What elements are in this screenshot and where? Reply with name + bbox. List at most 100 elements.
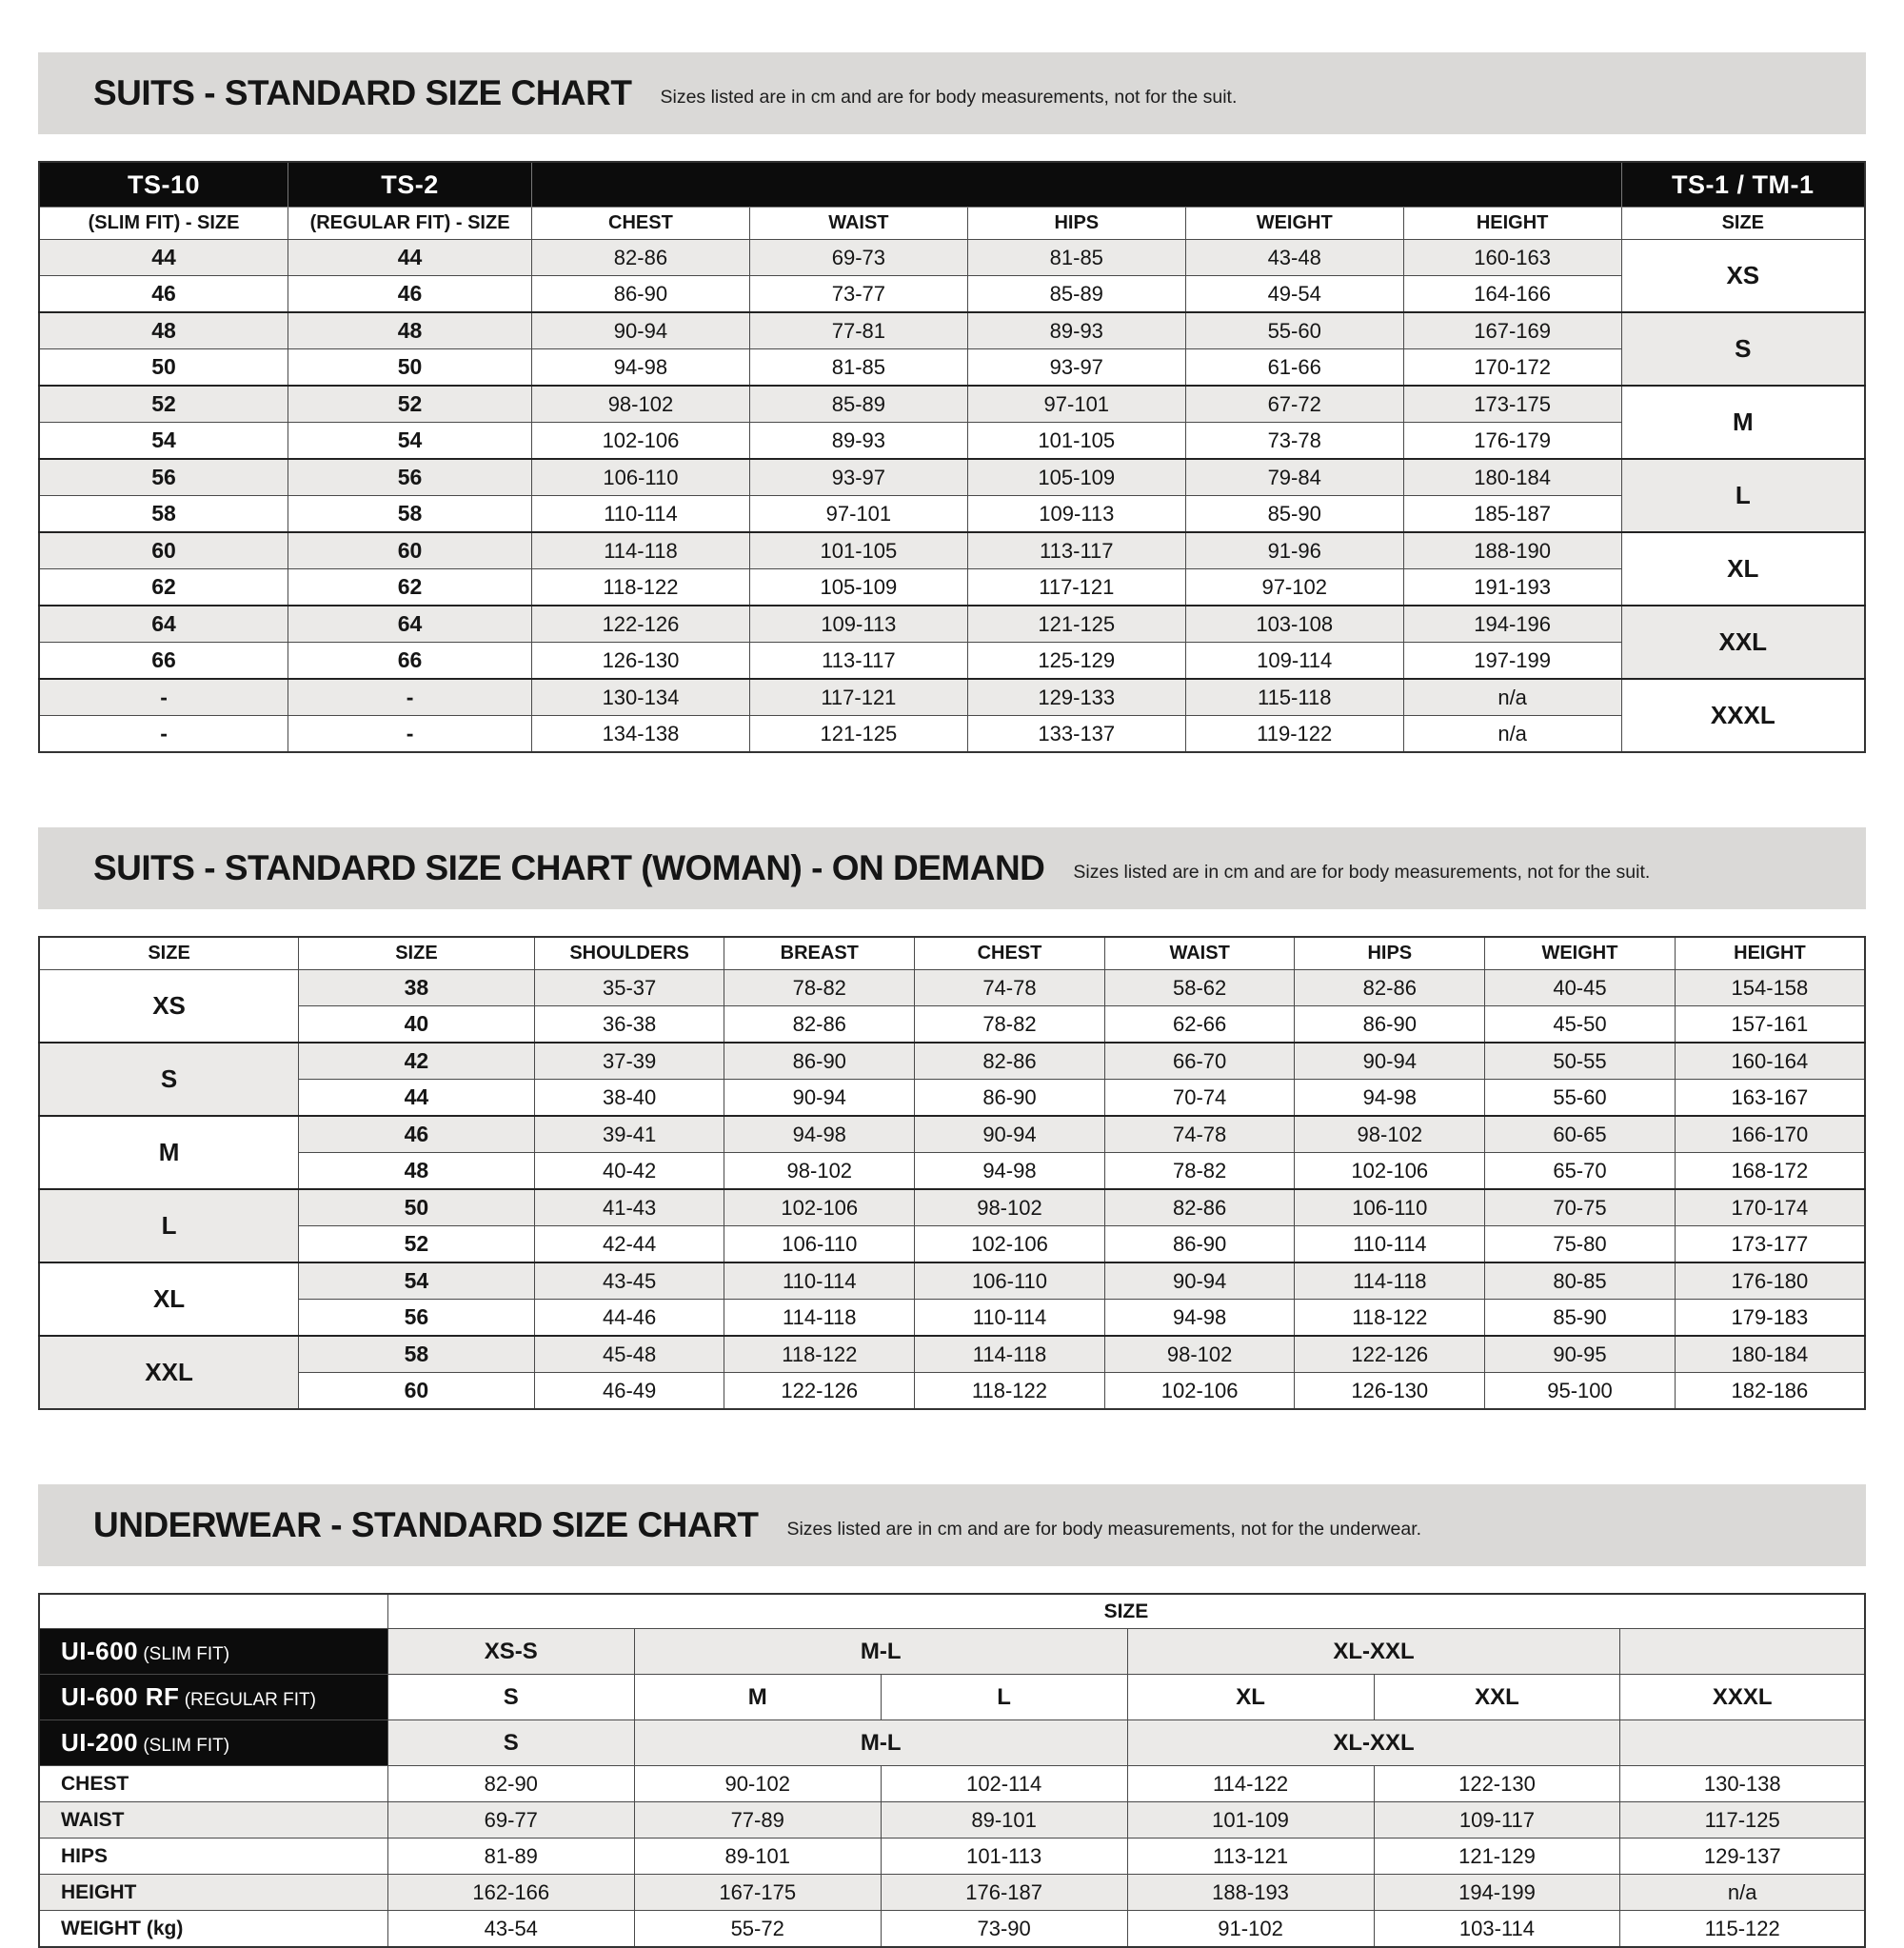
value-cell: 98-102: [914, 1188, 1105, 1226]
value-cell: 86-90: [1294, 1005, 1486, 1044]
product-size-cell: M-L: [633, 1719, 1128, 1766]
value-cell: 89-93: [748, 422, 968, 460]
value-cell: 130-138: [1619, 1765, 1866, 1802]
value-cell: 50-55: [1484, 1042, 1676, 1080]
column-header: (SLIM FIT) - SIZE: [38, 207, 289, 240]
value-cell: 117-125: [1619, 1801, 1866, 1839]
numeric-size-cell: 48: [298, 1152, 535, 1190]
value-cell: 154-158: [1674, 969, 1866, 1006]
value-cell: 168-172: [1674, 1152, 1866, 1190]
size-row: 50 50 94-98 81-85 93-97 61-66 170-172: [38, 348, 1865, 387]
value-cell: 118-122: [1294, 1299, 1486, 1337]
size-group-cell: M: [38, 1115, 300, 1190]
value-cell: 122-126: [1294, 1335, 1486, 1373]
value-cell: 160-163: [1402, 239, 1622, 276]
value-cell: n/a: [1402, 715, 1622, 753]
value-cell: 86-90: [914, 1079, 1105, 1117]
size-row: 58 58 110-114 97-101 109-113 85-90 185-187: [38, 495, 1865, 533]
size-group-cell: XL: [1620, 531, 1866, 606]
value-cell: 102-106: [1103, 1372, 1296, 1410]
numeric-size-cell: 52: [298, 1225, 535, 1263]
ts2-size-cell: 56: [288, 458, 532, 496]
product-fit: (SLIM FIT): [138, 1736, 230, 1756]
value-cell: 103-114: [1373, 1910, 1621, 1948]
ts2-size-cell: -: [288, 678, 532, 716]
value-cell: 122-130: [1373, 1765, 1621, 1802]
size-row: 40 36-38 82-86 78-82 62-66 86-90 45-50 157-161: [39, 1005, 1866, 1044]
value-cell: 162-166: [387, 1874, 635, 1911]
value-cell: 109-117: [1373, 1801, 1621, 1839]
value-cell: 109-113: [966, 495, 1186, 533]
ts10-size-cell: 46: [38, 275, 289, 313]
section-subtitle: Sizes listed are in cm and are for body …: [660, 87, 1238, 108]
value-cell: 81-85: [748, 348, 968, 387]
value-cell: 70-74: [1103, 1079, 1296, 1117]
value-cell: 113-117: [748, 642, 968, 680]
value-cell: 86-90: [1103, 1225, 1296, 1263]
value-cell: 110-114: [914, 1299, 1105, 1337]
size-row: 60 60 114-118 101-105 113-117 91-96 188-190 XL: [38, 531, 1866, 606]
measurement-label: HIPS: [38, 1838, 388, 1875]
value-cell: 114-118: [530, 531, 750, 569]
size-row: - -130-134 117-121 129-133 115-118 n/a XXXL: [38, 678, 1866, 753]
value-cell: 43-48: [1184, 239, 1404, 276]
value-cell: 44-46: [533, 1299, 725, 1337]
value-cell: 39-41: [533, 1115, 725, 1153]
value-cell: 114-118: [914, 1335, 1105, 1373]
measurement-label: WAIST: [38, 1801, 388, 1839]
product-label: UI-600 (SLIM FIT): [38, 1628, 388, 1675]
size-group-cell: XS: [1620, 239, 1866, 313]
value-cell: 113-117: [966, 531, 1186, 569]
value-cell: 167-175: [633, 1874, 882, 1911]
suits-women-table: SIZE SIZE SHOULDERS BREAST CHEST WAIST H…: [38, 936, 1866, 1410]
value-cell: 129-133: [966, 678, 1186, 716]
value-cell: 157-161: [1674, 1005, 1866, 1044]
size-group-cell: XL: [38, 1262, 300, 1337]
numeric-size-cell: 42: [298, 1042, 535, 1080]
value-cell: 82-90: [387, 1765, 635, 1802]
value-cell: 109-114: [1184, 642, 1404, 680]
value-cell: 40-45: [1484, 969, 1676, 1006]
value-cell: 42-44: [533, 1225, 725, 1263]
size-row: 44 38-40 90-94 86-90 70-74 94-98 55-60 163-167: [39, 1079, 1866, 1117]
value-cell: 82-86: [1103, 1188, 1296, 1226]
value-cell: 90-94: [530, 311, 750, 349]
value-cell: 188-190: [1402, 531, 1622, 569]
value-cell: 66-70: [1103, 1042, 1296, 1080]
column-header: TS-10: [38, 161, 289, 208]
value-cell: 93-97: [748, 458, 968, 496]
column-header: SIZE: [298, 936, 535, 970]
numeric-size-cell: 58: [298, 1335, 535, 1373]
product-size-cell: [1619, 1719, 1866, 1766]
product-label: UI-600 RF (REGULAR FIT): [38, 1674, 388, 1720]
column-header: HIPS: [1294, 936, 1486, 970]
size-row: 56 44-46 114-118 110-114 94-98 118-122 85-90 17…: [39, 1299, 1866, 1337]
product-row: UI-600 RF (REGULAR FIT) S M L XL XXL XXXL: [38, 1674, 1866, 1720]
value-cell: 133-137: [966, 715, 1186, 753]
product-size-cell: S: [387, 1674, 635, 1720]
size-group-cell: XS: [38, 969, 300, 1044]
ts10-size-cell: -: [38, 678, 289, 716]
value-cell: 173-177: [1674, 1225, 1866, 1263]
underwear-section: UNDERWEAR - STANDARD SIZE CHART Sizes li…: [38, 1484, 1866, 1948]
suits-men-section: SUITS - STANDARD SIZE CHART Sizes listed…: [38, 52, 1866, 753]
value-cell: 35-37: [533, 969, 725, 1006]
value-cell: 167-169: [1402, 311, 1622, 349]
value-cell: 46-49: [533, 1372, 725, 1410]
column-header: BREAST: [724, 936, 916, 970]
size-row: L 50 41-43 102-106 98-102 82-86 106-110 70-75 17…: [38, 1188, 1866, 1263]
size-row: 62 62 118-122 105-109 117-121 97-102 191-193: [38, 568, 1865, 606]
column-header-row: (SLIM FIT) - SIZE (REGULAR FIT) - SIZE C…: [38, 207, 1866, 240]
column-header: (REGULAR FIT) - SIZE: [288, 207, 532, 240]
value-cell: 106-110: [530, 458, 750, 496]
value-cell: 170-174: [1674, 1188, 1866, 1226]
value-cell: 180-184: [1674, 1335, 1866, 1373]
numeric-size-cell: 56: [298, 1299, 535, 1337]
value-cell: 98-102: [1103, 1335, 1296, 1373]
value-cell: 97-101: [966, 385, 1186, 423]
column-header: SHOULDERS: [533, 936, 725, 970]
value-cell: 95-100: [1484, 1372, 1676, 1410]
value-cell: 115-122: [1619, 1910, 1866, 1948]
value-cell: 81-89: [387, 1838, 635, 1875]
product-size-cell: XS-S: [387, 1628, 635, 1675]
